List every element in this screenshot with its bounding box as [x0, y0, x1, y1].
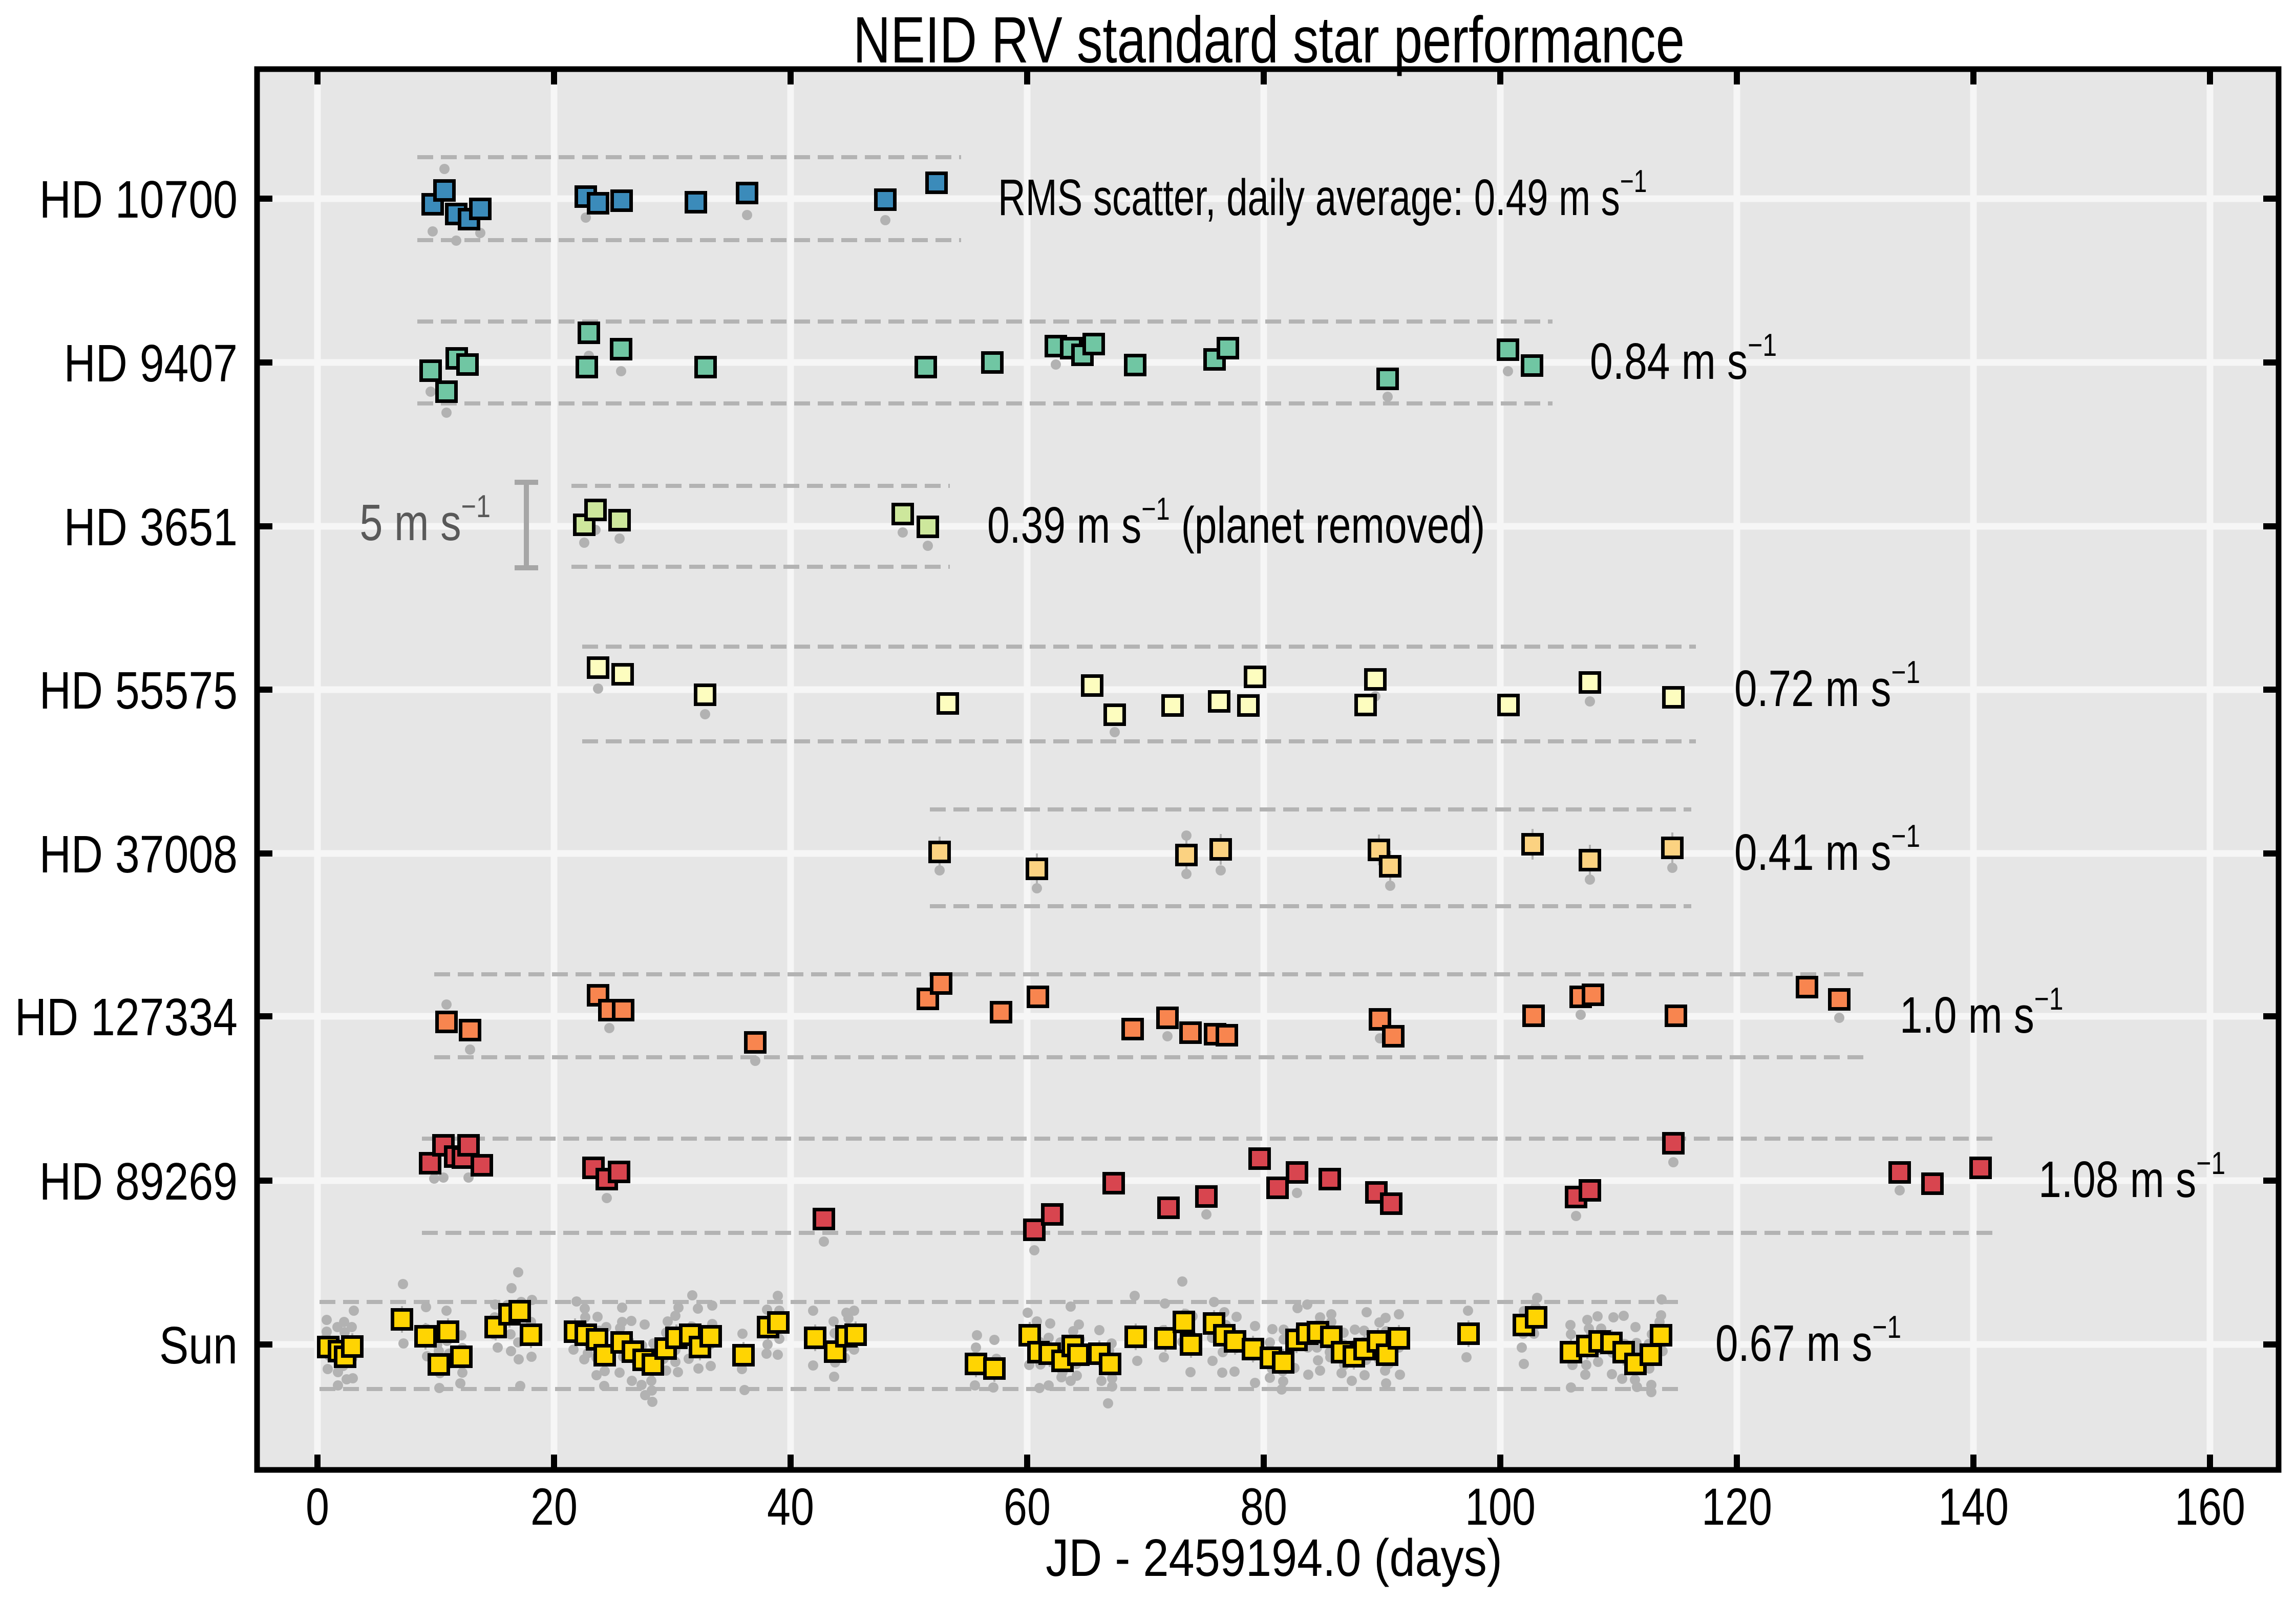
svg-text:1.08 m s−1: 1.08 m s−1 [2038, 1145, 2225, 1208]
svg-text:JD - 2459194.0 (days): JD - 2459194.0 (days) [1046, 1528, 1502, 1587]
svg-text:5 m s−1: 5 m s−1 [359, 488, 491, 551]
svg-text:HD 10700: HD 10700 [39, 170, 238, 229]
svg-text:0.41 m s−1: 0.41 m s−1 [1734, 818, 1920, 881]
svg-text:0.72 m s−1: 0.72 m s−1 [1734, 654, 1920, 717]
svg-text:0: 0 [306, 1478, 329, 1536]
svg-text:100: 100 [1465, 1478, 1536, 1536]
svg-text:HD 9407: HD 9407 [64, 334, 238, 393]
svg-text:20: 20 [530, 1478, 578, 1536]
svg-text:120: 120 [1702, 1478, 1772, 1536]
svg-text:HD 37008: HD 37008 [39, 825, 238, 884]
svg-text:60: 60 [1004, 1478, 1051, 1536]
svg-text:HD 3651: HD 3651 [64, 498, 238, 557]
svg-text:Sun: Sun [159, 1316, 238, 1375]
svg-text:HD 89269: HD 89269 [39, 1152, 238, 1211]
svg-text:HD 127334: HD 127334 [15, 988, 238, 1047]
svg-text:160: 160 [2175, 1478, 2245, 1536]
svg-text:0.84 m s−1: 0.84 m s−1 [1590, 327, 1777, 390]
svg-text:0.39 m s−1 (planet removed): 0.39 m s−1 (planet removed) [987, 491, 1485, 554]
svg-text:RMS scatter, daily average: 0.: RMS scatter, daily average: 0.49 m s−1 [998, 163, 1647, 226]
svg-text:NEID RV standard star performa: NEID RV standard star performance [853, 4, 1685, 77]
svg-text:0.67 m s−1: 0.67 m s−1 [1715, 1309, 1901, 1372]
svg-text:HD 55575: HD 55575 [39, 661, 238, 720]
svg-text:80: 80 [1240, 1478, 1287, 1536]
svg-text:140: 140 [1938, 1478, 2009, 1536]
svg-text:40: 40 [767, 1478, 814, 1536]
